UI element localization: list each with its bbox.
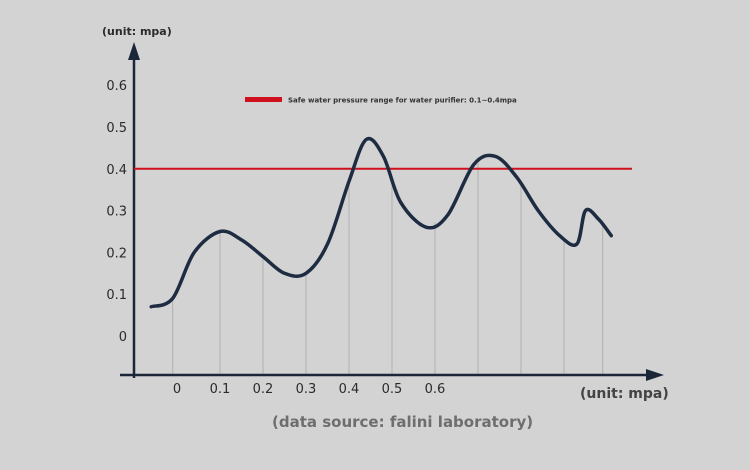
curve-group: [149, 136, 614, 309]
x-tick-label: 0: [173, 382, 181, 397]
y-axis-arrow-icon: [128, 42, 140, 60]
y-tick-labels: 0 0.1 0.2 0.3 0.4 0.5 0.6: [106, 79, 127, 345]
y-tick-label: 0.5: [106, 121, 127, 136]
x-unit-label: (unit: mpa): [580, 386, 669, 402]
y-tick-label: 0.2: [106, 246, 127, 261]
legend-swatch: [245, 97, 282, 102]
data-source-label: (data source: falini laboratory): [272, 413, 533, 431]
y-tick-label: 0.4: [106, 163, 127, 178]
x-tick-labels: 0 0.1 0.2 0.3 0.4 0.5 0.6: [173, 382, 445, 397]
x-tick-label: 0.1: [210, 382, 231, 397]
axes: [120, 42, 664, 381]
x-tick-label: 0.4: [339, 382, 360, 397]
legend-label: Safe water pressure range for water puri…: [288, 97, 517, 105]
y-tick-label: 0.6: [106, 79, 127, 94]
x-tick-label: 0.5: [382, 382, 403, 397]
y-tick-label: 0.1: [106, 288, 127, 303]
x-tick-label: 0.2: [253, 382, 274, 397]
y-unit-label: (unit: mpa): [102, 25, 172, 38]
y-tick-label: 0.3: [106, 205, 127, 220]
x-tick-label: 0.6: [425, 382, 446, 397]
y-tick-label: 0: [119, 330, 127, 345]
x-axis-arrow-icon: [646, 369, 664, 381]
vertical-gridlines: [172, 162, 604, 374]
x-tick-label: 0.3: [296, 382, 317, 397]
legend: Safe water pressure range for water puri…: [245, 97, 517, 105]
pressure-curve: [149, 136, 614, 309]
